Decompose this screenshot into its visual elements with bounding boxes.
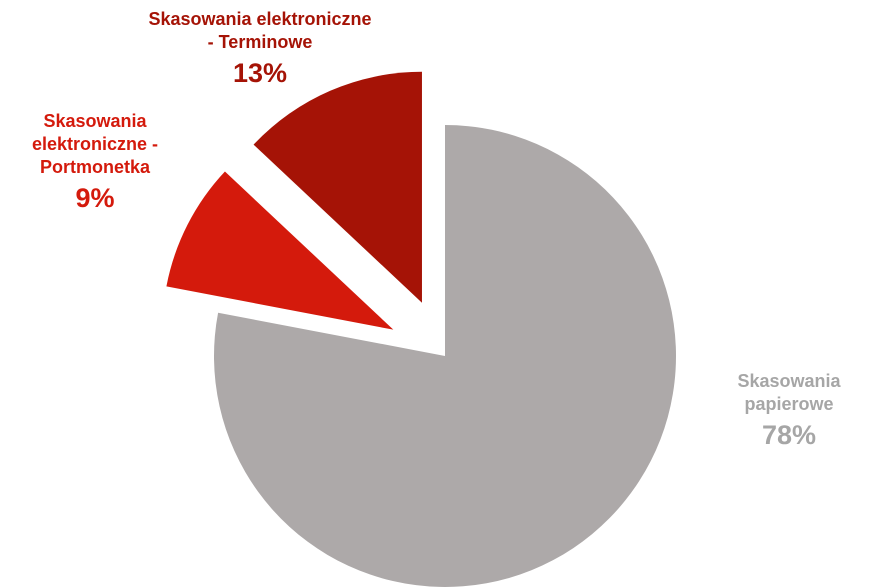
slice-label-terminowe: Skasowania elektroniczne - Terminowe 13% <box>100 8 420 91</box>
slice-label-papierowe: Skasowania papierowe 78% <box>714 370 864 453</box>
slice-papierowe <box>214 125 676 587</box>
slice-label-portmonetka-line-3: Portmonetka <box>39 157 151 178</box>
slice-label-terminowe-line-2: - Terminowe <box>207 32 313 53</box>
slice-label-portmonetka-line-1: Skasowania <box>43 111 147 131</box>
slice-value-portmonetka: 9% <box>75 183 115 214</box>
slice-label-papierowe-line-2: papierowe <box>744 394 834 415</box>
slice-label-portmonetka: Skasowania elektroniczne - Portmonetka 9… <box>0 110 190 216</box>
slice-terminowe <box>253 71 422 303</box>
slice-value-terminowe: 13% <box>232 58 288 89</box>
slice-value-papierowe: 78% <box>761 420 817 451</box>
slice-label-papierowe-line-1: Skasowania <box>737 371 841 391</box>
slice-label-portmonetka-line-2: elektroniczne - <box>31 134 159 155</box>
slice-label-terminowe-line-1: Skasowania elektroniczne <box>148 9 372 29</box>
slice-portmonetka <box>166 171 394 330</box>
